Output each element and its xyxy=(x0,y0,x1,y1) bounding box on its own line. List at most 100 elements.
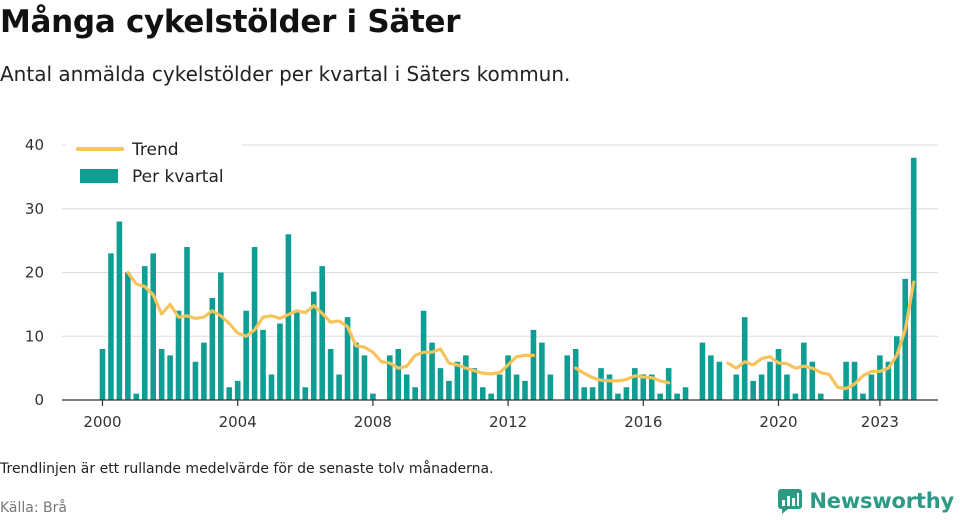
bar xyxy=(606,374,613,400)
brand-logo: Newsworthy xyxy=(777,488,954,514)
bar xyxy=(708,355,714,401)
bar xyxy=(758,374,765,400)
bar xyxy=(581,387,587,400)
bar xyxy=(682,387,689,400)
bar xyxy=(885,361,892,400)
trend-line xyxy=(574,366,671,385)
legend-bar-label: Per kvartal xyxy=(132,167,224,187)
x-tick-label: 2020 xyxy=(759,413,797,431)
bar xyxy=(370,393,376,401)
x-tick-label: 2004 xyxy=(219,413,257,431)
bar xyxy=(547,374,554,400)
bar-series xyxy=(99,157,917,401)
bar xyxy=(463,355,469,401)
bar xyxy=(572,349,579,400)
bar xyxy=(277,323,283,400)
x-tick-label: 2012 xyxy=(489,413,527,431)
bar xyxy=(412,387,418,400)
y-tick-label: 30 xyxy=(25,200,44,218)
bar xyxy=(192,361,199,400)
bar xyxy=(302,387,309,400)
bar xyxy=(657,393,663,401)
bar xyxy=(158,349,165,400)
legend-bar-swatch xyxy=(80,169,118,183)
bar xyxy=(817,393,824,401)
bar xyxy=(226,387,233,400)
bar xyxy=(133,393,140,401)
source-note: Källa: Brå xyxy=(0,500,67,516)
y-tick-label: 20 xyxy=(25,264,44,282)
bar xyxy=(454,361,461,400)
trend-line xyxy=(126,270,536,376)
bar xyxy=(716,361,723,400)
bar xyxy=(868,374,875,400)
bar xyxy=(801,342,807,401)
bar xyxy=(99,349,106,400)
bar xyxy=(471,368,478,401)
x-tick-label: 2008 xyxy=(354,413,392,431)
bar xyxy=(902,278,909,401)
bar-line-chart: 0 10 20 30 40 2000 2004 2008 2012 2016 2020 2023 Tr… xyxy=(25,132,938,431)
bar xyxy=(437,368,444,401)
brand-name: Newsworthy xyxy=(809,489,954,513)
bar xyxy=(530,329,537,401)
legend-trend-label: Trend xyxy=(131,140,179,160)
bar xyxy=(310,291,317,401)
bar xyxy=(564,355,571,401)
newsworthy-logo-icon xyxy=(778,489,803,514)
axes: 0 10 20 30 40 2000 2004 2008 2012 2016 2020 2023 xyxy=(25,136,938,431)
bar xyxy=(336,374,342,400)
bar xyxy=(201,342,207,401)
bar xyxy=(125,272,131,400)
x-tick-label: 2000 xyxy=(83,413,121,431)
bar xyxy=(648,374,655,400)
bar xyxy=(294,310,300,400)
bar xyxy=(319,266,325,401)
bar xyxy=(640,374,647,400)
bar xyxy=(767,361,773,400)
bar xyxy=(674,393,680,401)
legend: Trend Per kvartal xyxy=(66,132,242,192)
bar xyxy=(141,266,148,401)
bar xyxy=(479,387,486,400)
bar xyxy=(851,361,858,400)
chart-title: Många cykelstölder i Säter xyxy=(0,4,461,40)
bar xyxy=(344,317,351,401)
footnote: Trendlinjen är ett rullande medelvärde f… xyxy=(0,461,494,477)
bar xyxy=(108,253,114,401)
bar xyxy=(184,247,190,400)
bar xyxy=(505,355,511,401)
chart-subtitle: Antal anmälda cykelstölder per kvartal i… xyxy=(0,62,571,86)
bar xyxy=(403,374,410,400)
bar xyxy=(843,361,849,400)
y-tick-label: 10 xyxy=(25,327,44,345)
bar xyxy=(251,247,258,400)
bar xyxy=(488,393,494,401)
bar xyxy=(234,380,241,401)
bar xyxy=(167,355,173,401)
bar xyxy=(513,374,520,400)
bar xyxy=(910,157,917,400)
bar xyxy=(860,393,866,401)
bar xyxy=(116,221,123,400)
x-tick-label: 2023 xyxy=(861,413,899,431)
bar xyxy=(268,374,275,400)
bar xyxy=(387,355,393,401)
bar xyxy=(589,387,596,400)
bar xyxy=(218,272,224,400)
bar xyxy=(539,342,545,401)
bar xyxy=(327,349,334,400)
bar xyxy=(522,380,528,401)
bar xyxy=(209,298,216,400)
bar xyxy=(733,374,740,400)
bar xyxy=(260,329,266,401)
bar xyxy=(615,393,621,401)
bar xyxy=(623,387,630,400)
x-tick-label: 2016 xyxy=(624,413,662,431)
bar xyxy=(784,374,790,400)
y-tick-label: 0 xyxy=(34,391,44,409)
bar xyxy=(420,310,427,400)
bar xyxy=(809,361,816,400)
bar xyxy=(150,253,156,401)
trend-line xyxy=(726,280,916,391)
